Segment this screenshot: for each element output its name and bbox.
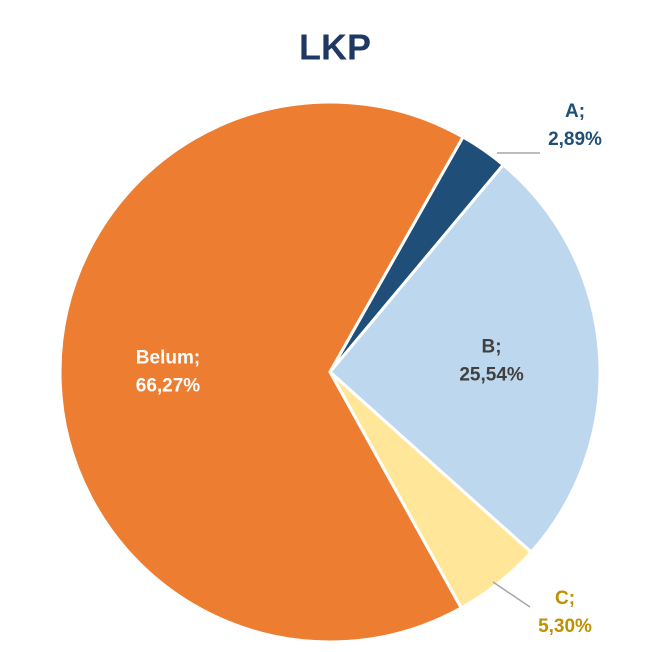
pie-slice bbox=[327, 162, 602, 555]
label-separator: ; bbox=[569, 588, 575, 609]
leader-line bbox=[492, 581, 531, 608]
value-label: 5,30% bbox=[538, 616, 592, 637]
category-name: C bbox=[555, 588, 569, 609]
category-name: A bbox=[565, 101, 579, 122]
pie-slice bbox=[58, 100, 465, 644]
chart-title: LKP bbox=[299, 27, 371, 68]
data-label: A; 2,89% bbox=[548, 101, 602, 150]
label-separator: ; bbox=[579, 101, 585, 122]
data-label: C; 5,30% bbox=[538, 588, 592, 637]
category-label: C; bbox=[555, 588, 575, 609]
data-label: B; 25,54% bbox=[459, 336, 524, 385]
value-label: 2,89% bbox=[548, 129, 602, 150]
data-label: Belum; 66,27% bbox=[136, 347, 201, 396]
category-label: A; bbox=[565, 101, 585, 122]
label-separator: ; bbox=[495, 336, 501, 357]
value-label: 66,27% bbox=[136, 375, 201, 396]
value-label: 25,54% bbox=[459, 364, 524, 385]
category-name: B bbox=[482, 336, 496, 357]
category-name: Belum bbox=[136, 347, 194, 368]
category-label: B; bbox=[482, 336, 502, 357]
category-label: Belum; bbox=[136, 347, 200, 368]
label-separator: ; bbox=[194, 347, 200, 368]
